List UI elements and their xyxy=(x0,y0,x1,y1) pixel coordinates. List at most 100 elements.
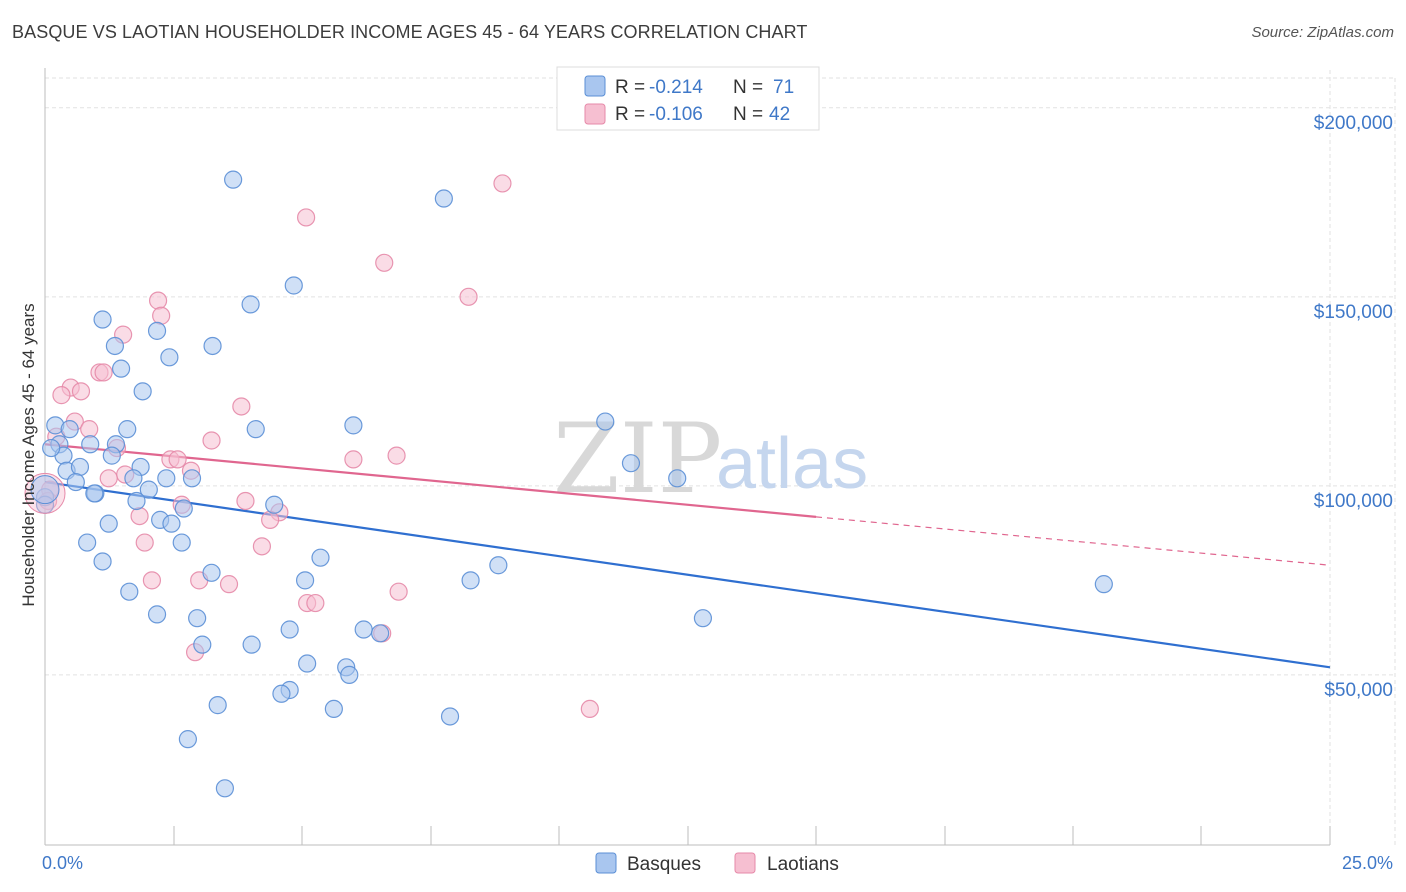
laotians-point xyxy=(252,537,272,556)
basques-point xyxy=(344,416,363,435)
basques-point xyxy=(188,609,207,628)
laotians-point xyxy=(202,431,221,450)
basques-point xyxy=(124,469,143,488)
laotians-point xyxy=(80,420,99,439)
basques-point xyxy=(434,189,453,208)
basques-point xyxy=(105,336,125,356)
laotians-point xyxy=(135,533,154,552)
basques-point xyxy=(85,484,104,503)
basques-point xyxy=(1094,575,1113,594)
basques-point xyxy=(668,469,687,488)
legend-swatch-basques xyxy=(584,75,606,97)
legend-r-label-laotians: R = xyxy=(615,104,645,125)
basques-point xyxy=(596,412,615,431)
laotians-point xyxy=(580,699,599,719)
x-tick-label: 25.0% xyxy=(1342,853,1393,873)
legend-n-label-basques: N = xyxy=(733,77,763,98)
basques-point xyxy=(489,556,508,575)
basques-point xyxy=(208,696,227,715)
basques-point xyxy=(120,582,139,601)
basques-point xyxy=(102,446,121,465)
legend-n-value-laotians: 42 xyxy=(769,104,790,125)
basques-point xyxy=(340,665,359,684)
basques-point xyxy=(324,699,343,719)
basques-point xyxy=(66,472,85,492)
laotians-point xyxy=(152,306,171,325)
laotians-point xyxy=(493,174,512,193)
basques-point xyxy=(354,620,373,639)
basques-point xyxy=(157,469,176,488)
basques-point xyxy=(182,469,202,488)
basques-point xyxy=(203,336,222,356)
laotians-point xyxy=(52,386,71,405)
legend-n-label-laotians: N = xyxy=(733,104,763,125)
y-tick-label: $100,000 xyxy=(1314,491,1393,512)
laotians-point xyxy=(236,491,255,511)
basques-point xyxy=(127,491,146,511)
basques-point xyxy=(160,348,179,367)
basques-point xyxy=(440,707,460,726)
basques-point xyxy=(693,609,713,628)
basques-point xyxy=(174,499,193,518)
laotians-point xyxy=(387,446,406,465)
y-tick-label: $150,000 xyxy=(1314,302,1393,323)
basques-point xyxy=(30,475,60,505)
basques-point xyxy=(242,635,261,654)
laotians-point xyxy=(142,571,162,590)
basques-point xyxy=(139,480,158,499)
source-label: Source: ZipAtlas.com xyxy=(1251,24,1394,41)
y-tick-label: $200,000 xyxy=(1314,113,1393,134)
basques-point xyxy=(111,359,131,378)
laotians-point xyxy=(94,363,113,382)
laotians-point xyxy=(297,208,316,227)
basques-point xyxy=(298,654,317,673)
axes xyxy=(44,68,1331,846)
basques-point xyxy=(246,420,265,439)
laotians-point xyxy=(219,575,239,594)
basques-point xyxy=(284,276,303,295)
basques-point xyxy=(93,552,112,571)
basques-point xyxy=(215,779,234,798)
basques-point xyxy=(81,435,100,454)
basques-point xyxy=(371,624,390,643)
basques-trend-line xyxy=(44,480,1331,669)
laotians-trend-extension xyxy=(815,516,1331,566)
laotians-point xyxy=(148,291,168,310)
basques-point xyxy=(280,620,299,639)
basques-point xyxy=(224,170,243,189)
legend-r-label-basques: R = xyxy=(615,77,645,98)
laotians-point xyxy=(71,382,91,401)
basques-point xyxy=(93,310,112,329)
y-axis-label: Householder Income Ages 45 - 64 years xyxy=(19,303,38,606)
bottom-legend-swatch-basques xyxy=(595,852,617,874)
legend-r-value-basques: -0.214 xyxy=(649,77,703,98)
basques-point xyxy=(241,295,260,314)
bottom-legend-swatch-laotians xyxy=(734,852,756,874)
basques-point xyxy=(162,514,181,533)
laotians-point xyxy=(459,287,478,306)
laotians-point xyxy=(130,506,149,526)
legend-n-value-basques: 71 xyxy=(773,77,794,98)
watermark-atlas: atlas xyxy=(716,424,868,504)
basques-point xyxy=(172,533,191,552)
basques-point xyxy=(133,382,152,401)
x-tick-label: 0.0% xyxy=(42,853,83,873)
basques-point xyxy=(461,571,480,590)
bottom-legend-basques: Basques xyxy=(627,854,701,875)
data-points xyxy=(24,170,1113,798)
basques-point xyxy=(118,420,137,439)
basques-point xyxy=(42,438,61,458)
legend-r-value-laotians: -0.106 xyxy=(649,104,703,125)
basques-point xyxy=(621,454,641,473)
y-tick-label: $50,000 xyxy=(1324,680,1393,701)
basques-point xyxy=(311,548,330,567)
laotians-point xyxy=(99,469,118,488)
basques-point xyxy=(202,563,221,582)
basques-point xyxy=(193,635,212,654)
basques-point xyxy=(178,730,197,749)
basques-point xyxy=(265,495,284,514)
x-tick-labels: 0.0% 25.0% xyxy=(42,853,1393,873)
basques-point xyxy=(70,457,90,477)
laotians-point xyxy=(232,397,251,416)
